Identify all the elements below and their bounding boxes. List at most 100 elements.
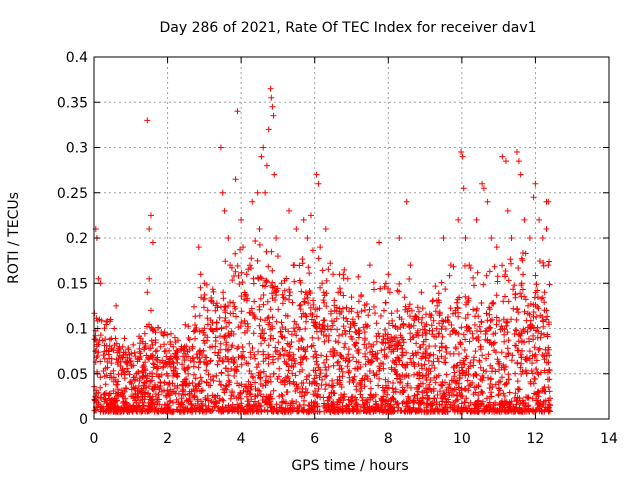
data-point (207, 357, 214, 364)
data-point (179, 388, 186, 395)
data-point (281, 381, 288, 388)
data-point (204, 321, 211, 328)
data-point (530, 313, 537, 320)
data-point (358, 308, 365, 315)
data-point (524, 354, 530, 361)
data-point (275, 339, 282, 346)
data-point (232, 176, 239, 183)
data-point (394, 345, 401, 352)
data-point (540, 398, 547, 405)
data-point (201, 291, 208, 298)
data-point (204, 307, 211, 314)
data-point (243, 393, 250, 400)
data-point (115, 345, 122, 352)
data-point (458, 149, 465, 155)
data-point (475, 397, 482, 404)
data-point (356, 330, 363, 337)
data-point (427, 351, 434, 358)
data-point (144, 289, 151, 296)
data-point (171, 334, 178, 341)
data-point (323, 303, 330, 310)
data-point (381, 283, 388, 290)
data-point (467, 363, 474, 370)
data-point (119, 366, 126, 373)
data-point (265, 342, 272, 349)
data-point (248, 305, 255, 312)
data-point (197, 374, 204, 381)
data-point (325, 337, 332, 344)
data-point (238, 381, 245, 388)
data-point (339, 368, 346, 375)
data-point (418, 289, 425, 296)
data-point (498, 349, 505, 356)
data-point (470, 362, 477, 369)
data-point (431, 333, 438, 340)
data-point (515, 265, 522, 271)
data-point (508, 260, 514, 267)
data-point (484, 198, 491, 205)
data-point (323, 277, 330, 284)
data-point (149, 341, 156, 348)
data-point (418, 399, 425, 406)
data-point (535, 305, 542, 312)
data-point (92, 393, 99, 400)
data-point (349, 336, 356, 342)
data-point (432, 343, 439, 349)
data-point (428, 322, 435, 329)
data-point (238, 293, 245, 300)
data-point (433, 374, 440, 380)
data-point (386, 289, 393, 296)
data-point (240, 408, 247, 415)
data-point (130, 341, 137, 348)
data-point (152, 337, 159, 343)
data-point (300, 346, 307, 352)
data-point (438, 326, 445, 333)
data-point (526, 338, 533, 345)
data-point (534, 397, 541, 404)
data-point (517, 171, 524, 178)
data-point (156, 385, 163, 392)
data-point (149, 239, 156, 246)
data-point (373, 320, 380, 327)
data-point (229, 277, 236, 284)
data-point (531, 344, 538, 351)
data-point (487, 324, 494, 331)
data-point (406, 276, 413, 282)
data-point (426, 365, 432, 372)
data-point (507, 256, 514, 263)
data-point (519, 257, 526, 264)
data-point (312, 388, 319, 394)
data-point (486, 324, 493, 331)
data-point (451, 369, 458, 376)
data-point (438, 353, 445, 360)
data-point (536, 345, 543, 352)
data-point (322, 402, 328, 409)
data-point (167, 386, 174, 393)
data-point (350, 408, 357, 415)
data-point (545, 319, 552, 326)
data-point (455, 313, 462, 320)
data-point (350, 377, 357, 383)
data-point (203, 379, 210, 386)
data-point (296, 302, 303, 309)
data-point (146, 226, 153, 232)
data-point (269, 103, 276, 110)
data-point (458, 324, 465, 331)
data-point (163, 353, 170, 360)
data-point (438, 279, 445, 286)
data-point (397, 389, 404, 396)
data-point (477, 343, 484, 350)
data-point (315, 385, 322, 392)
data-point (203, 367, 210, 374)
data-point (480, 281, 487, 288)
data-point (325, 394, 332, 401)
data-point (454, 362, 461, 369)
data-point (222, 365, 229, 372)
data-point (532, 180, 539, 187)
data-point (252, 385, 259, 392)
data-point (319, 280, 326, 287)
data-point (531, 353, 538, 360)
data-point (404, 382, 411, 389)
data-point (182, 405, 189, 412)
data-point (543, 316, 549, 323)
